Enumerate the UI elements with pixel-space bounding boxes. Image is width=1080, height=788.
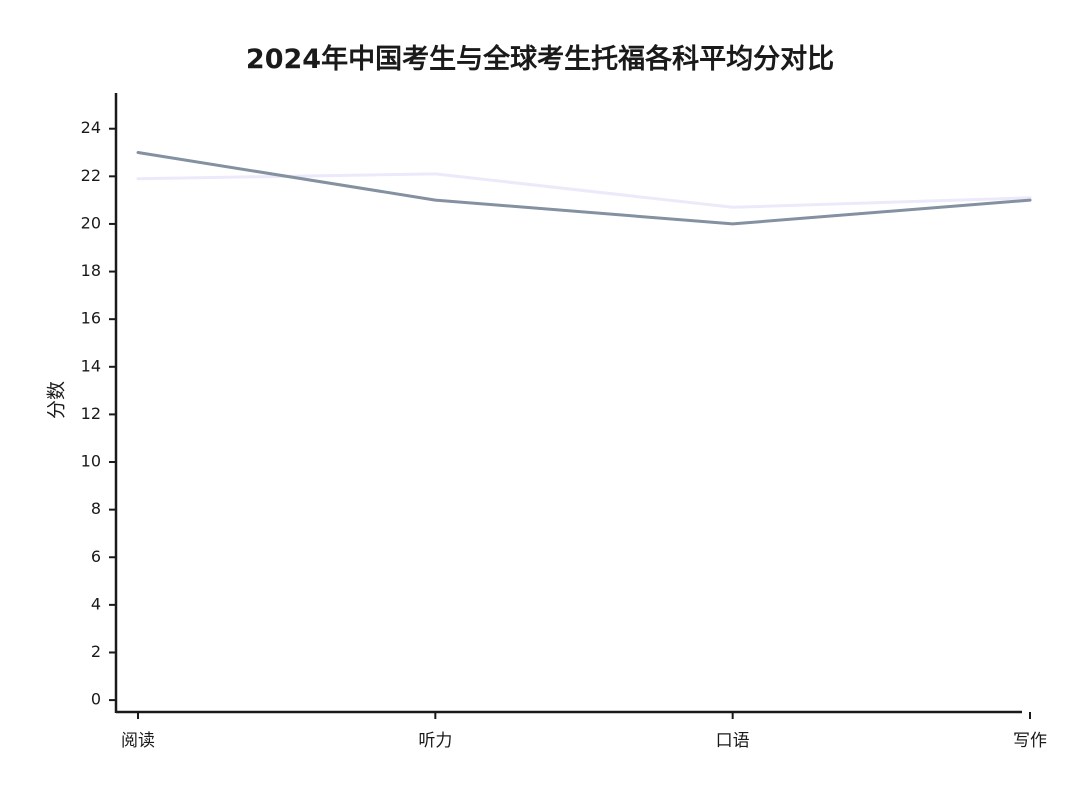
y-tick-label: 4 xyxy=(91,594,101,613)
y-tick-label: 22 xyxy=(81,166,101,185)
y-tick-label: 10 xyxy=(81,452,101,471)
y-tick-label: 2 xyxy=(91,642,101,661)
y-tick-label: 18 xyxy=(81,261,101,280)
y-tick-label: 20 xyxy=(81,213,101,232)
y-axis-label: 分数 xyxy=(46,381,68,419)
y-tick-label: 0 xyxy=(91,690,101,709)
y-tick-label: 8 xyxy=(91,499,101,518)
series-line-2 xyxy=(136,172,1032,209)
x-axis-ticks: 阅读 听力 口语 写作 xyxy=(121,712,1047,751)
x-tick-label: 写作 xyxy=(1013,731,1047,751)
y-tick-label: 6 xyxy=(91,547,101,566)
y-tick-label: 14 xyxy=(81,356,101,375)
y-tick-label: 24 xyxy=(81,118,101,137)
chart-title: 2024年中国考生与全球考生托福各科平均分对比 xyxy=(246,43,834,75)
y-tick-label: 12 xyxy=(81,404,101,423)
x-tick-label: 阅读 xyxy=(121,731,155,751)
x-tick-label: 听力 xyxy=(418,731,452,751)
y-tick-label: 16 xyxy=(81,309,101,328)
x-tick-label: 口语 xyxy=(716,731,750,751)
series-layer xyxy=(136,151,1032,226)
series-line-1 xyxy=(136,151,1032,226)
